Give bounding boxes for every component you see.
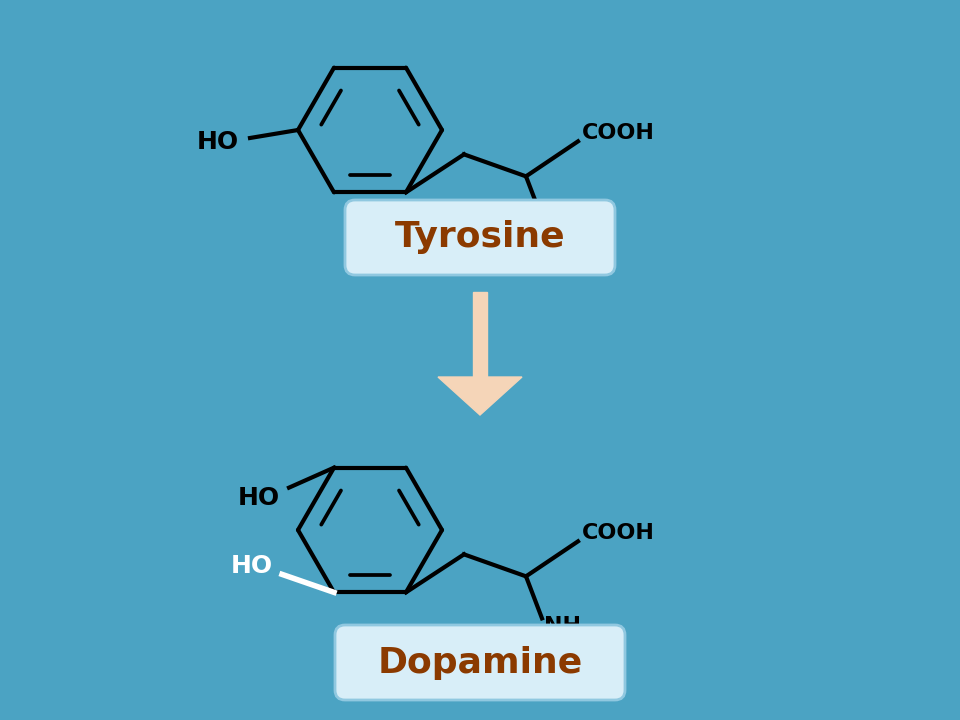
Polygon shape bbox=[438, 377, 522, 415]
Text: 2: 2 bbox=[579, 627, 592, 646]
Text: COOH: COOH bbox=[582, 123, 655, 143]
Text: HO: HO bbox=[197, 130, 239, 154]
Polygon shape bbox=[473, 292, 487, 377]
FancyBboxPatch shape bbox=[345, 200, 615, 275]
Text: HO: HO bbox=[238, 486, 280, 510]
Text: Tyrosine: Tyrosine bbox=[395, 220, 565, 254]
Text: NH: NH bbox=[544, 216, 581, 236]
Text: COOH: COOH bbox=[582, 523, 655, 544]
FancyBboxPatch shape bbox=[335, 625, 625, 700]
Text: NH: NH bbox=[544, 616, 581, 636]
Text: 2: 2 bbox=[579, 227, 592, 246]
Text: HO: HO bbox=[231, 554, 273, 578]
Text: Dopamine: Dopamine bbox=[377, 646, 583, 680]
